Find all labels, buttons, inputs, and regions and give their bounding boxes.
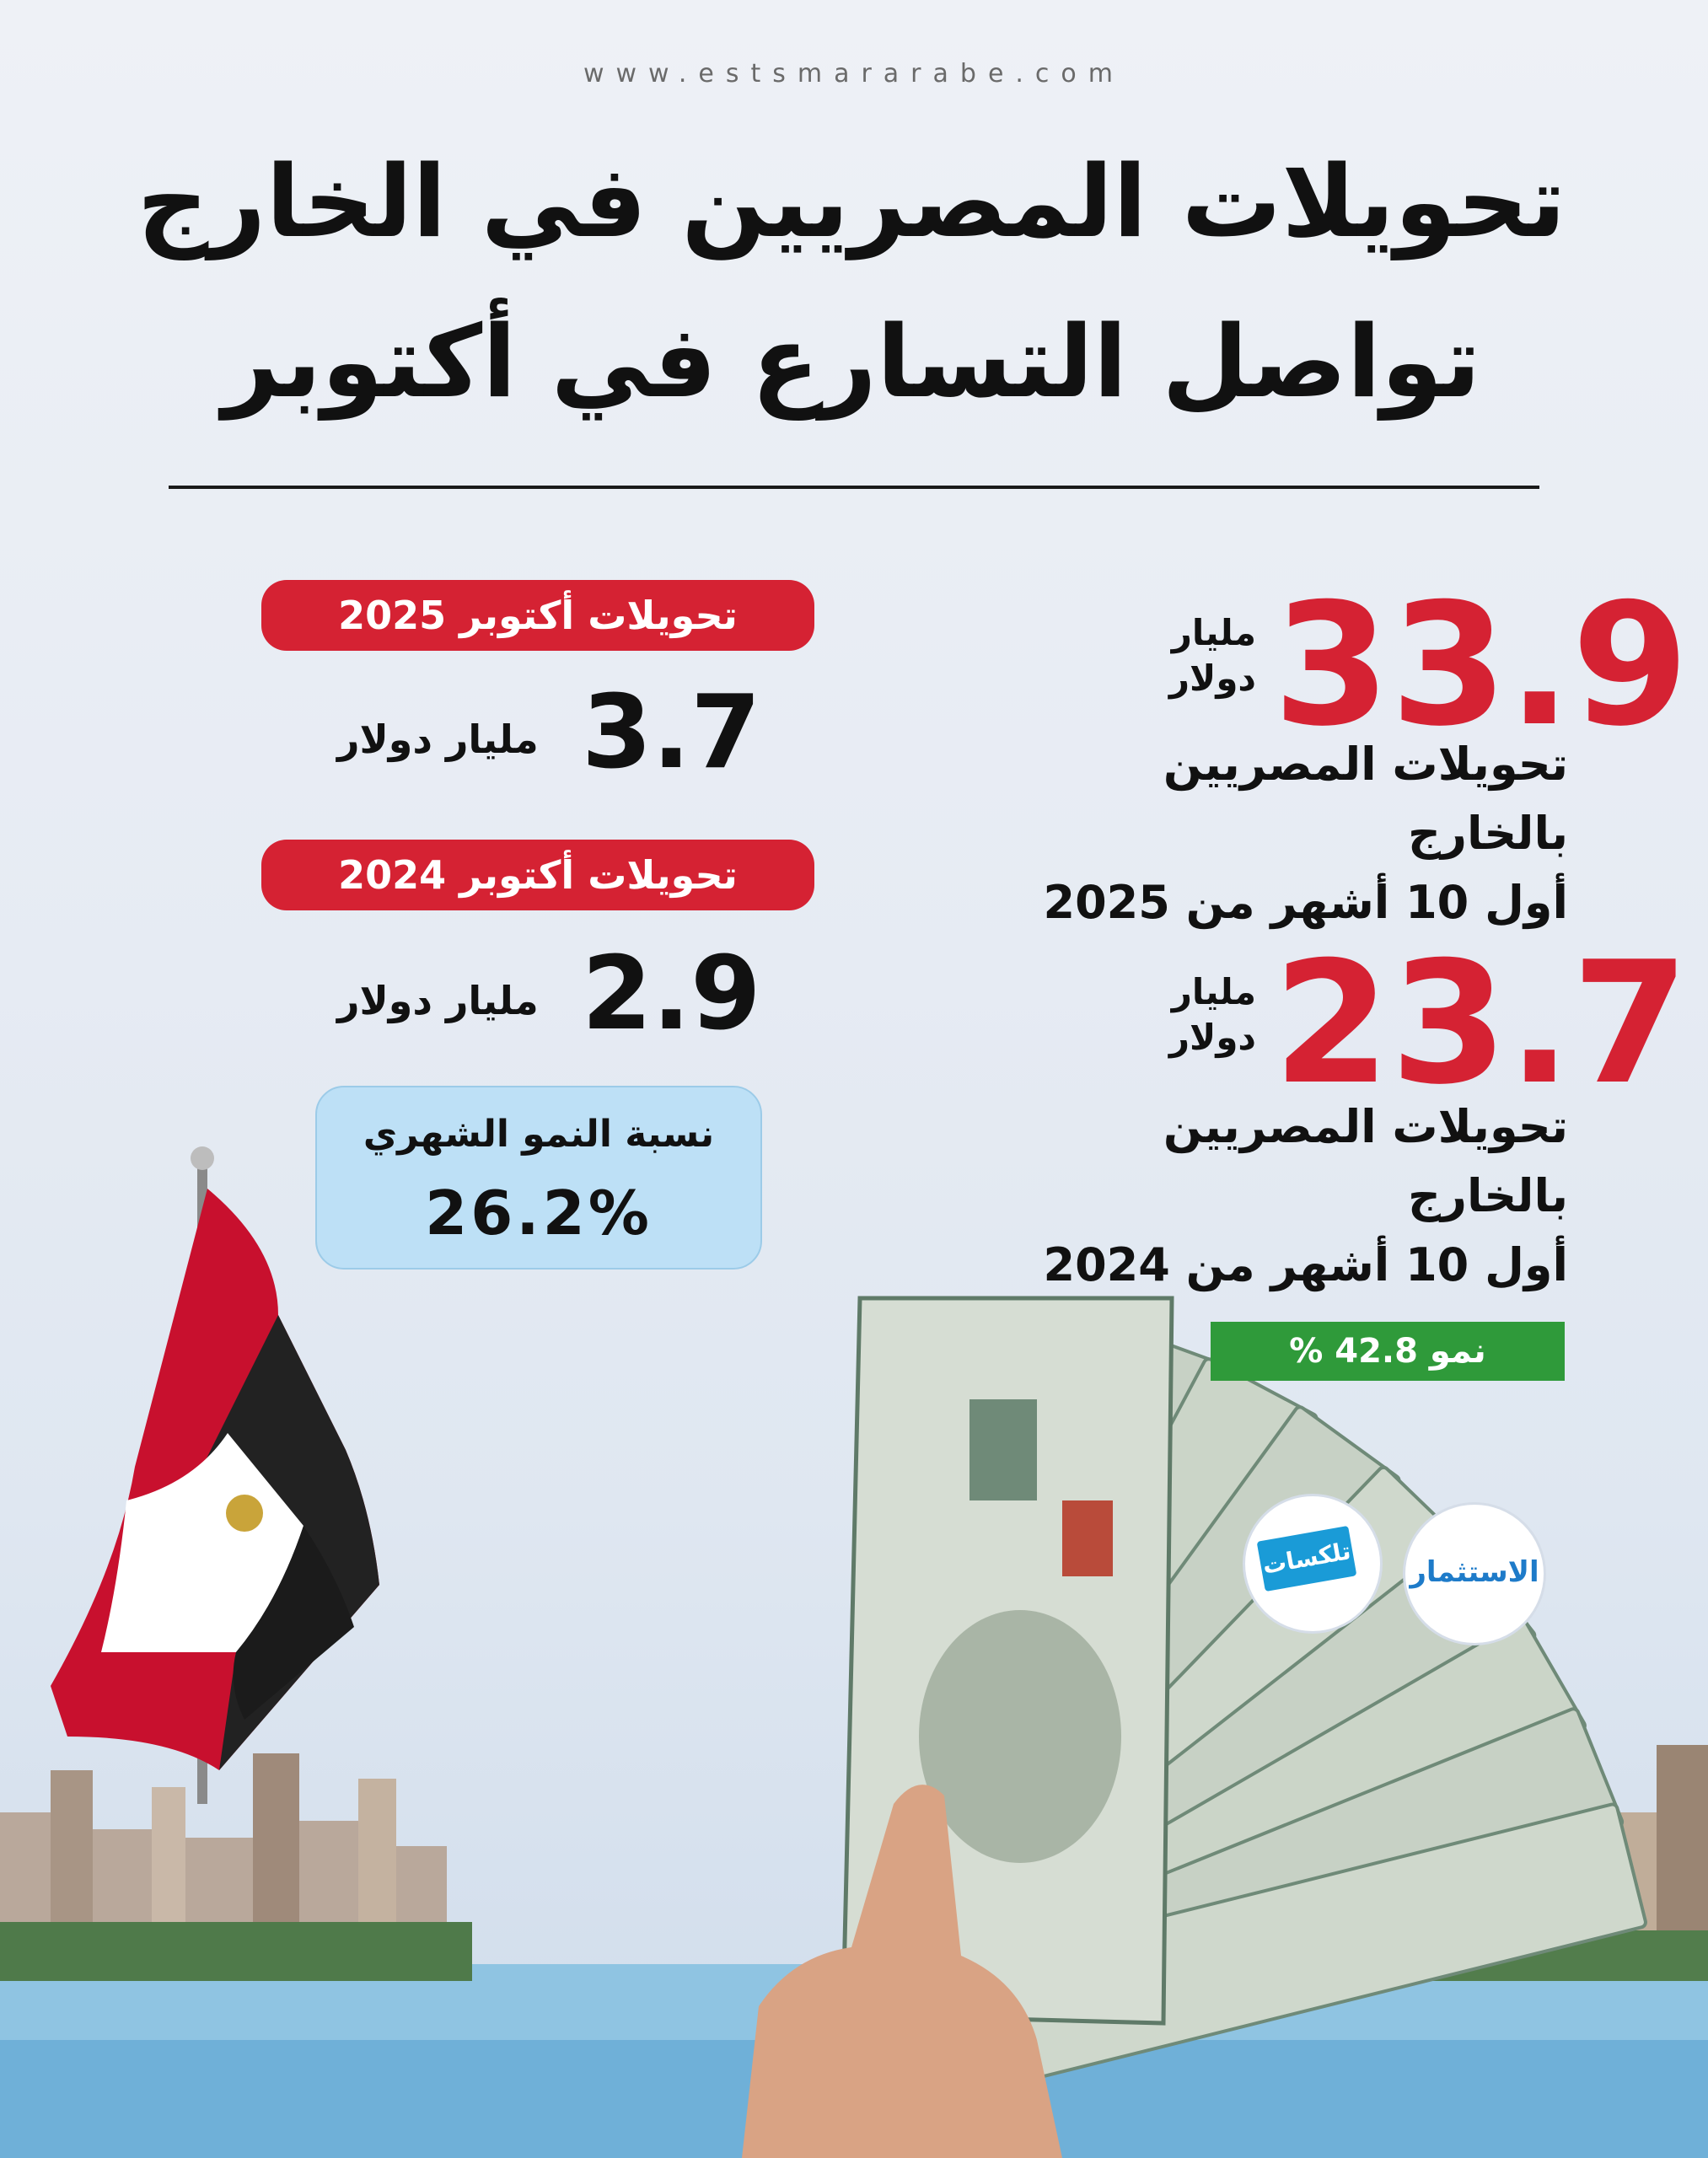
ytd-2025-value: 33.9 [1273,567,1689,764]
ytd-2025-caption-line2: أول 10 أشهر من 2025 [1043,876,1568,929]
monthly-growth-box: نسبة النمو الشهري 26.2% [315,1086,762,1270]
monthly-growth-label: نسبة النمو الشهري [363,1113,715,1156]
egypt-flag [51,1146,379,1804]
estsmar-logo-text: الاستثمار [1410,1555,1539,1589]
ytd-2024-caption-line2: أول 10 أشهر من 2024 [1043,1238,1568,1291]
ytd-2024-value: 23.7 [1273,926,1689,1122]
monthly-growth-value: 26.2% [425,1178,653,1248]
oct-2025-label: تحويلات أكتوبر 2025 [261,580,814,651]
ytd-2025-unit-line2: دولار [1168,658,1256,699]
website-url: www.estsmararabe.com [583,59,1125,89]
headline-line-2: تواصل التسارع في أكتوبر [222,303,1481,420]
ytd-2024-caption-line1: تحويلات المصريين بالخارج [1163,1100,1568,1222]
oct-2025-value: 3.7 [582,674,761,792]
eagle-emblem-icon [226,1495,263,1532]
ytd-2025-caption: تحويلات المصريين بالخارج أول 10 أشهر من … [995,730,1568,937]
ytd-2025-caption-line1: تحويلات المصريين بالخارج [1163,738,1568,860]
ytd-2025-unit-line1: مليار [1171,612,1256,653]
estsmar-logo: الاستثمار [1403,1502,1546,1645]
oct-2024-unit: مليار دولار [337,978,539,1023]
telexat-logo-text: تلكسات [1256,1525,1357,1592]
headline-line-1: تحويلات المصريين في الخارج [137,143,1566,260]
oct-2024-value: 2.9 [582,936,761,1053]
telexat-logo: تلكسات [1243,1494,1383,1634]
oct-2024-label: تحويلات أكتوبر 2024 [261,840,814,910]
oct-2025-unit: مليار دولار [337,717,539,762]
annual-growth-badge: نمو 42.8 % [1211,1322,1565,1381]
hand [742,1785,1062,2158]
ytd-2025-unit: مليار دولار [1147,610,1256,701]
ytd-2024-caption: تحويلات المصريين بالخارج أول 10 أشهر من … [995,1092,1568,1300]
title-divider [169,486,1539,489]
ytd-2024-unit: مليار دولار [1147,969,1256,1060]
ytd-2024-unit-line2: دولار [1168,1017,1256,1058]
ytd-2024-unit-line1: مليار [1171,971,1256,1012]
